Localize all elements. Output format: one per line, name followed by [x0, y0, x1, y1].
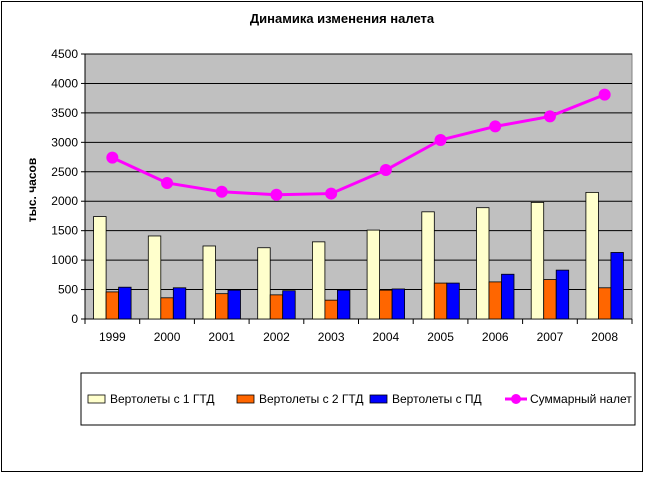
legend-label: Вертолеты с 2 ГТД [259, 392, 364, 406]
total-point [161, 176, 174, 189]
legend-swatch [369, 394, 388, 404]
x-tick-label: 2005 [427, 330, 454, 344]
bar-1 [585, 191, 599, 320]
bar-2 [160, 297, 174, 320]
legend-box [80, 372, 636, 426]
bar-1 [311, 241, 326, 320]
bar-3 [118, 286, 132, 320]
total-point [106, 151, 119, 164]
bar-3 [501, 273, 515, 320]
bar-3 [610, 252, 624, 320]
bar-3 [555, 269, 570, 320]
bar-2 [543, 279, 557, 320]
chart-title: Динамика изменения налета [250, 11, 435, 26]
y-tick-label: 3500 [51, 106, 78, 120]
x-tick-label: 2008 [591, 330, 618, 344]
bar-2 [488, 281, 502, 320]
x-tick-label: 2003 [318, 330, 345, 344]
x-tick-label: 2006 [482, 330, 509, 344]
legend-swatch [236, 394, 255, 404]
y-tick-label: 3000 [51, 135, 78, 149]
bar-1 [530, 201, 545, 320]
bar-2 [598, 287, 612, 320]
bar-1 [476, 207, 490, 320]
x-tick-label: 2004 [372, 330, 399, 344]
y-tick-label: 500 [58, 283, 78, 297]
x-tick-label: 2001 [208, 330, 235, 344]
bar-3 [227, 289, 241, 320]
total-point [325, 187, 338, 200]
chart: Динамика изменения налета тыс. часов 0 50… [25, 11, 636, 426]
bar-2 [215, 293, 229, 320]
total-point [434, 133, 447, 146]
x-tick-label: 2000 [154, 330, 181, 344]
total-point [598, 88, 611, 101]
legend: Вертолеты с 1 ГТД Вертолеты с 2 ГТД Вертол… [80, 372, 636, 426]
legend-marker [511, 394, 521, 404]
total-line [111, 93, 606, 197]
bar-2 [269, 294, 284, 320]
bar-1 [93, 216, 107, 320]
bar-1 [257, 247, 271, 320]
bar-2 [433, 282, 448, 320]
y-tick-label: 2000 [51, 194, 78, 208]
total-point [489, 120, 502, 133]
total-point [215, 185, 228, 198]
bar-2 [324, 299, 338, 320]
legend-label: Суммарный налет [530, 392, 632, 406]
y-tick-label: 1000 [51, 253, 78, 267]
legend-label: Вертолеты с ПД [392, 392, 482, 406]
x-tick-label: 1999 [99, 330, 126, 344]
bar-3 [391, 288, 406, 320]
y-tick-label: 0 [71, 312, 78, 326]
y-tick-label: 2500 [51, 165, 78, 179]
bar-2 [379, 289, 393, 320]
total-point [379, 164, 392, 177]
y-axis-label: тыс. часов [25, 158, 39, 223]
y-tick-label: 4500 [51, 47, 78, 61]
bar-2 [105, 291, 119, 320]
bar-3 [446, 282, 460, 320]
legend-label: Вертолеты с 1 ГТД [110, 392, 215, 406]
chart-frame: Динамика изменения налета тыс. часов 0 50… [1, 1, 643, 472]
legend-swatch [87, 394, 106, 404]
y-tick-label: 4000 [51, 76, 78, 90]
bar-1 [202, 245, 216, 320]
x-tick-label: 2002 [263, 330, 290, 344]
bar-3 [336, 289, 351, 320]
total-point [270, 188, 283, 201]
plot-area: 0 500 1000 1500 2000 2500 3000 3500 4000 4500 1999… [51, 47, 633, 344]
bar-1 [147, 235, 162, 320]
total-point [543, 110, 556, 123]
y-tick-label: 1500 [51, 224, 78, 238]
x-tick-label: 2007 [537, 330, 564, 344]
bar-3 [282, 290, 296, 320]
bar-1 [366, 229, 381, 320]
bar-3 [172, 287, 187, 320]
bar-1 [421, 211, 435, 320]
